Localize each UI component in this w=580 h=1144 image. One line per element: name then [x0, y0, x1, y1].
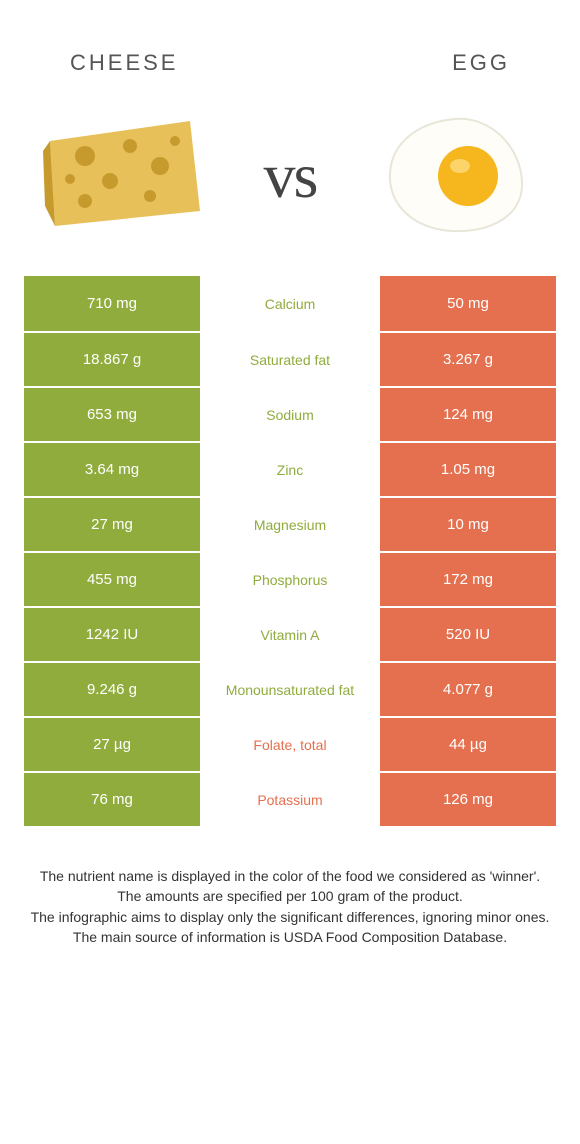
cheese-value: 27 µg: [24, 716, 200, 771]
cheese-value: 3.64 mg: [24, 441, 200, 496]
cheese-icon: [40, 111, 210, 241]
infographic-container: Cheese Egg vs: [0, 0, 580, 947]
table-row: 3.64 mgZinc1.05 mg: [24, 441, 556, 496]
nutrient-label: Zinc: [200, 441, 378, 496]
egg-yolk: [438, 146, 498, 206]
cheese-value: 76 mg: [24, 771, 200, 826]
egg-value: 10 mg: [378, 496, 556, 551]
cheese-value: 1242 IU: [24, 606, 200, 661]
nutrient-label: Vitamin A: [200, 606, 378, 661]
table-row: 653 mgSodium124 mg: [24, 386, 556, 441]
table-row: 455 mgPhosphorus172 mg: [24, 551, 556, 606]
nutrient-label: Saturated fat: [200, 331, 378, 386]
table-row: 710 mgCalcium50 mg: [24, 276, 556, 331]
nutrient-label: Calcium: [200, 276, 378, 331]
egg-value: 44 µg: [378, 716, 556, 771]
egg-value: 124 mg: [378, 386, 556, 441]
nutrient-label: Sodium: [200, 386, 378, 441]
egg-value: 126 mg: [378, 771, 556, 826]
title-egg: Egg: [452, 50, 510, 76]
table-row: 9.246 gMonounsaturated fat4.077 g: [24, 661, 556, 716]
egg-image: [370, 106, 540, 246]
nutrient-label: Phosphorus: [200, 551, 378, 606]
cheese-value: 455 mg: [24, 551, 200, 606]
cheese-value: 18.867 g: [24, 331, 200, 386]
cheese-value: 653 mg: [24, 386, 200, 441]
egg-value: 3.267 g: [378, 331, 556, 386]
table-row: 27 mgMagnesium10 mg: [24, 496, 556, 551]
cheese-value: 27 mg: [24, 496, 200, 551]
title-cheese: Cheese: [70, 50, 178, 76]
header: Cheese Egg: [0, 0, 580, 86]
egg-value: 520 IU: [378, 606, 556, 661]
cheese-value: 9.246 g: [24, 661, 200, 716]
table-row: 27 µgFolate, total44 µg: [24, 716, 556, 771]
vs-label: vs: [264, 139, 317, 213]
table-row: 1242 IUVitamin A520 IU: [24, 606, 556, 661]
egg-value: 4.077 g: [378, 661, 556, 716]
egg-value: 172 mg: [378, 551, 556, 606]
cheese-image: [40, 106, 210, 246]
cheese-value: 710 mg: [24, 276, 200, 331]
footnote-line: The nutrient name is displayed in the co…: [30, 866, 550, 886]
nutrient-label: Magnesium: [200, 496, 378, 551]
image-row: vs: [0, 86, 580, 276]
egg-value: 50 mg: [378, 276, 556, 331]
egg-value: 1.05 mg: [378, 441, 556, 496]
nutrient-label: Potassium: [200, 771, 378, 826]
footnote-line: The infographic aims to display only the…: [30, 907, 550, 927]
egg-icon: [380, 111, 530, 241]
footnote: The nutrient name is displayed in the co…: [0, 826, 580, 947]
footnote-line: The main source of information is USDA F…: [30, 927, 550, 947]
footnote-line: The amounts are specified per 100 gram o…: [30, 886, 550, 906]
nutrient-label: Folate, total: [200, 716, 378, 771]
comparison-table: 710 mgCalcium50 mg18.867 gSaturated fat3…: [24, 276, 556, 826]
table-row: 76 mgPotassium126 mg: [24, 771, 556, 826]
nutrient-label: Monounsaturated fat: [200, 661, 378, 716]
table-row: 18.867 gSaturated fat3.267 g: [24, 331, 556, 386]
